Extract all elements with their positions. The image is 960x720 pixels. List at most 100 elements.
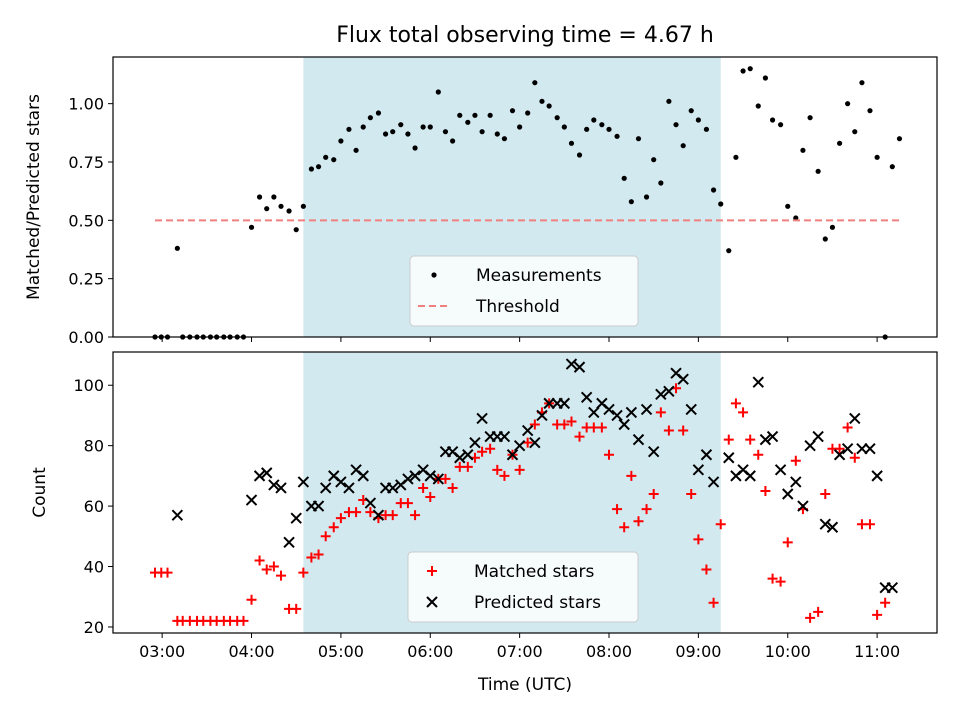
data-point	[871, 470, 883, 482]
data-point	[826, 521, 839, 533]
data-point	[718, 201, 724, 207]
data-point	[454, 452, 466, 464]
data-point	[643, 194, 650, 200]
data-point	[402, 498, 413, 509]
data-point	[655, 407, 666, 418]
data-point	[271, 194, 277, 200]
data-point	[315, 164, 322, 170]
legend: Measurements Threshold	[409, 255, 639, 327]
data-point	[476, 412, 488, 425]
data-point	[390, 129, 396, 135]
x-tick-label: 06:00	[407, 642, 453, 661]
axes-frame	[112, 351, 938, 634]
data-point	[747, 66, 753, 72]
data-point	[375, 110, 382, 116]
data-point	[387, 482, 399, 494]
data-point	[819, 518, 831, 530]
data-point	[477, 446, 488, 457]
data-point	[790, 455, 801, 466]
data-point	[532, 80, 538, 86]
data-point	[618, 418, 630, 431]
series-x	[171, 358, 899, 594]
data-point	[805, 612, 816, 623]
y-tick-label: 0.25	[68, 270, 104, 289]
data-point	[365, 507, 376, 518]
data-point	[800, 147, 806, 153]
data-point	[261, 564, 272, 575]
data-point	[833, 449, 846, 461]
data-point	[842, 422, 853, 433]
data-point	[472, 112, 478, 118]
data-point	[335, 476, 347, 488]
data-point	[238, 615, 249, 626]
data-point	[603, 403, 615, 416]
data-point	[836, 140, 843, 146]
data-point	[290, 512, 302, 524]
data-point	[335, 513, 346, 524]
data-point	[759, 433, 772, 446]
y-tick-label: 0.50	[68, 211, 104, 230]
data-point	[625, 406, 638, 419]
data-point	[297, 476, 310, 488]
data-point	[529, 419, 540, 430]
data-point	[353, 147, 359, 153]
legend-label: Measurements	[476, 266, 602, 286]
data-point	[171, 509, 184, 521]
data-point	[778, 122, 784, 128]
legend-label: Matched stars	[474, 562, 594, 582]
data-point	[767, 573, 778, 584]
data-point	[769, 117, 776, 123]
data-point	[479, 129, 485, 135]
y-tick-label: 1.00	[68, 95, 104, 114]
data-point	[313, 549, 324, 560]
data-point	[635, 136, 642, 142]
data-point	[536, 409, 548, 422]
data-point	[427, 124, 433, 130]
data-point	[813, 606, 824, 617]
data-point	[568, 140, 575, 146]
data-point	[822, 236, 828, 242]
data-point	[300, 203, 306, 209]
data-point	[762, 75, 769, 81]
chart-title: Flux total observing time = 4.67 h	[336, 23, 714, 48]
data-point	[323, 154, 329, 160]
data-point	[261, 467, 273, 479]
data-point	[465, 119, 471, 125]
data-point	[291, 603, 302, 614]
data-point	[604, 449, 615, 460]
data-point	[867, 108, 873, 114]
data-point	[546, 103, 552, 109]
data-point	[402, 473, 414, 485]
data-point	[580, 391, 593, 404]
data-point	[797, 500, 809, 512]
y-tick-label: 40	[84, 558, 104, 577]
data-point	[588, 406, 600, 419]
data-point	[256, 194, 263, 200]
data-point	[442, 129, 449, 135]
data-point	[680, 143, 686, 149]
data-point	[782, 537, 793, 548]
x-tick-label: 03:00	[139, 642, 185, 661]
data-point	[688, 108, 694, 114]
data-point	[253, 470, 266, 482]
legend-marker	[427, 566, 437, 576]
data-point	[666, 98, 672, 104]
legend-marker	[431, 272, 437, 278]
data-point	[514, 464, 525, 475]
data-point	[440, 473, 451, 484]
legend-label: Threshold	[475, 297, 560, 317]
data-point	[612, 504, 623, 515]
y-tick-label: 60	[84, 497, 104, 516]
data-point	[264, 206, 270, 212]
axes-frame	[112, 56, 938, 338]
data-point	[382, 131, 389, 137]
data-point	[815, 168, 821, 174]
data-point	[566, 416, 577, 427]
data-point	[685, 403, 697, 416]
data-point	[576, 152, 583, 158]
data-point	[782, 488, 794, 500]
data-point	[738, 407, 749, 418]
legend-marker	[426, 596, 438, 608]
data-point	[651, 157, 657, 163]
